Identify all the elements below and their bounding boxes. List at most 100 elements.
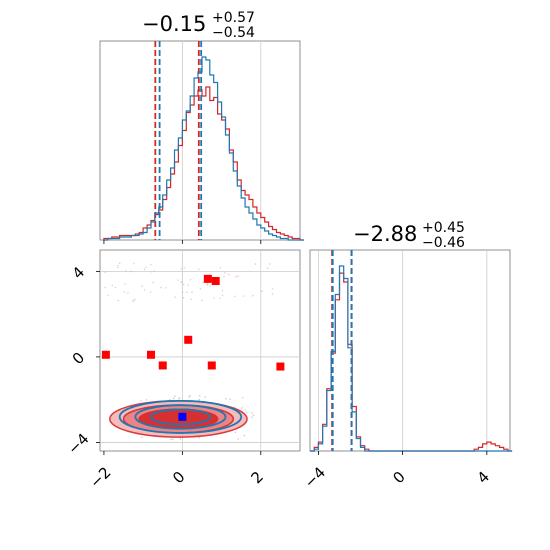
sample-dot <box>198 398 200 401</box>
sample-dot <box>224 272 226 274</box>
sample-dot <box>104 286 106 289</box>
red-square-marker <box>276 362 285 371</box>
sample-dot <box>241 407 243 409</box>
title-upper-error: +0.45 <box>422 220 465 236</box>
sample-dot <box>132 300 134 303</box>
sample-dot <box>241 396 244 399</box>
marginal-histogram-param-1 <box>99 40 304 244</box>
sample-dot <box>141 285 143 287</box>
title-lower-error: −0.54 <box>212 25 255 41</box>
sample-dot <box>182 283 185 286</box>
sample-dot <box>132 299 135 301</box>
sample-dot <box>189 278 192 281</box>
sample-dot <box>143 289 146 291</box>
red-square-marker <box>203 274 212 283</box>
sample-dot <box>204 396 206 398</box>
sample-dot <box>177 398 180 400</box>
sample-dot <box>268 263 271 265</box>
sample-dot <box>188 396 190 398</box>
sample-dot <box>150 263 152 266</box>
sample-dot <box>200 299 203 302</box>
sample-dot <box>221 294 224 297</box>
sample-dot <box>234 295 236 298</box>
sample-dot <box>174 395 176 398</box>
sample-dot <box>234 406 236 408</box>
marginal-histogram-param-2 <box>309 249 513 455</box>
sample-dot <box>134 298 136 301</box>
x-tick-label: −2 <box>86 463 114 491</box>
red-square-marker <box>211 277 220 286</box>
title-lower-error: −0.46 <box>422 235 465 251</box>
histogram-step <box>103 56 304 241</box>
sample-dot <box>246 411 248 414</box>
sample-dot <box>237 275 239 277</box>
sample-dot <box>209 285 212 287</box>
sample-dot <box>170 438 172 441</box>
sample-dot <box>181 291 184 294</box>
red-square-marker <box>158 361 167 370</box>
sample-dot <box>149 291 152 294</box>
sample-dot <box>150 271 153 273</box>
sample-dot <box>243 434 246 437</box>
sample-dot <box>123 291 126 293</box>
sample-dot <box>225 397 227 400</box>
x-tick-label: 2 <box>248 468 267 487</box>
x-tick-label: 0 <box>169 468 188 487</box>
sample-dot <box>244 409 246 411</box>
sample-dot <box>174 296 176 298</box>
title-value: −2.88 <box>353 222 417 246</box>
blue-contour-level <box>118 399 243 434</box>
sample-dot <box>104 271 107 274</box>
histogram-step <box>310 265 513 452</box>
sample-dot <box>190 298 192 301</box>
sample-dot <box>133 262 135 265</box>
y-tick-label: 4 <box>69 263 88 282</box>
panel-frame <box>99 40 301 241</box>
blue-contour-level <box>134 404 227 430</box>
sample-dot <box>116 266 119 269</box>
sample-dot <box>219 267 222 269</box>
sample-dot <box>172 438 174 440</box>
joint-y-tick-labels: −4 0 4 <box>64 263 92 458</box>
sample-dot <box>250 416 253 419</box>
sample-dot <box>271 288 274 290</box>
sample-dot <box>172 397 175 400</box>
sample-dot <box>168 398 171 401</box>
y-tick-label: −4 <box>64 430 92 458</box>
panel-frame <box>309 249 511 452</box>
sample-dot <box>152 281 155 284</box>
x-tick-label: 4 <box>474 468 493 487</box>
sample-dot <box>160 286 162 289</box>
sample-dot <box>165 287 167 289</box>
sample-dot <box>234 431 237 434</box>
sample-dot <box>187 284 190 287</box>
sample-dot <box>198 437 200 439</box>
sample-dot <box>266 267 269 270</box>
sample-dot <box>261 290 263 292</box>
sample-dot <box>183 266 186 269</box>
x-tick-label: 0 <box>389 468 408 487</box>
sample-dot <box>242 295 245 297</box>
sample-dot <box>186 291 188 294</box>
sample-dot <box>251 412 253 414</box>
sample-dot <box>107 294 110 297</box>
title-param-2: −2.88 +0.45 −0.46 <box>353 220 465 251</box>
blue-contour-level <box>150 408 211 426</box>
sample-dot <box>252 414 255 417</box>
sample-dot <box>117 299 120 302</box>
title-upper-error: +0.57 <box>212 10 255 26</box>
sample-dot <box>197 268 200 271</box>
sample-dot <box>219 297 221 300</box>
sample-dot <box>221 289 224 292</box>
sample-dot <box>191 291 193 294</box>
sample-dot <box>145 399 148 401</box>
sample-dot <box>189 395 191 397</box>
sample-dot <box>271 293 274 295</box>
joint-contour-panel <box>96 249 301 455</box>
sample-dot <box>237 438 239 440</box>
sample-dot <box>180 268 183 270</box>
sample-dot <box>124 283 127 286</box>
sample-dot <box>130 270 132 273</box>
sample-dot <box>114 286 117 289</box>
